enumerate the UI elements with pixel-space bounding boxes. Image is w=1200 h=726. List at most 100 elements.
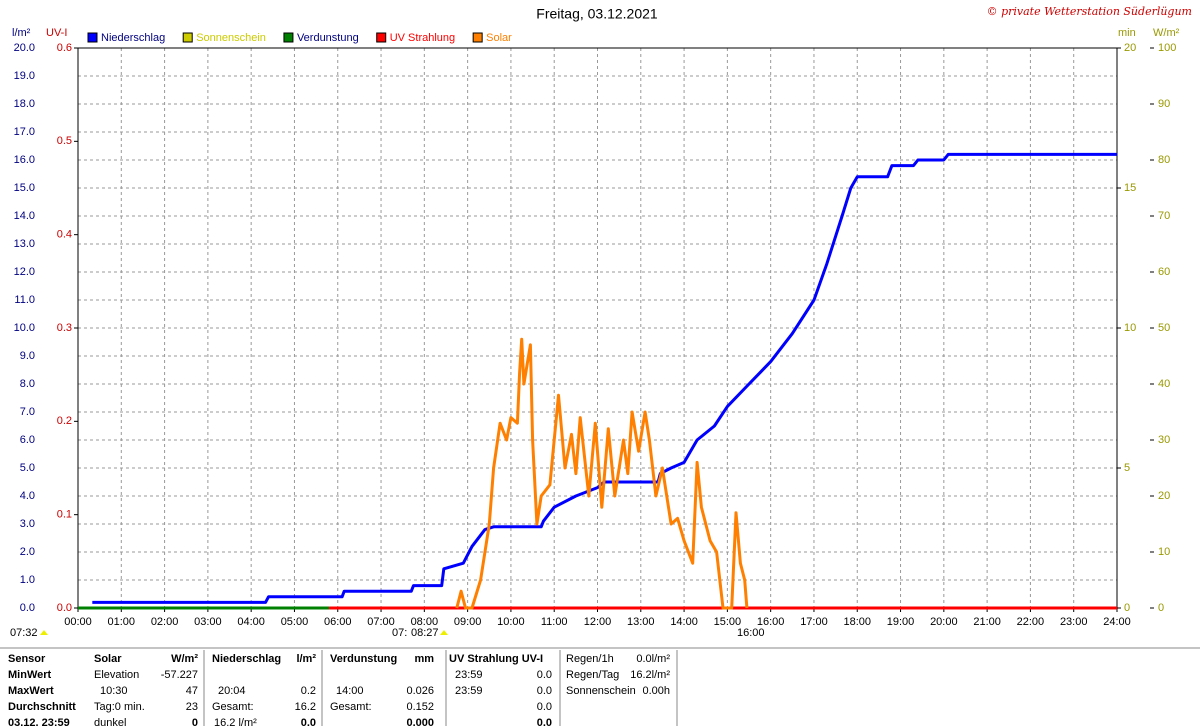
stats-cell: l/m² <box>296 653 316 665</box>
stats-cell: MaxWert <box>8 685 54 697</box>
y-axis-title: l/m² <box>12 27 31 39</box>
legend-label: Sonnenschein <box>196 32 266 44</box>
stats-cell: 10:30 <box>100 685 128 697</box>
marker-label: 07: <box>392 627 407 639</box>
x-tick-label: 15:00 <box>714 616 742 628</box>
uv-tick-label: 0.2 <box>57 415 72 427</box>
legend-label: UV Strahlung <box>390 32 455 44</box>
x-tick-label: 06:00 <box>324 616 352 628</box>
min-tick-label: 15 <box>1124 182 1136 194</box>
y-tick-label: 16.0 <box>14 154 35 166</box>
x-tick-label: 14:00 <box>670 616 698 628</box>
stats-cell: -57.227 <box>161 669 198 681</box>
stats-cell: 14:00 <box>336 685 364 697</box>
stats-cell: W/m² <box>171 653 198 665</box>
uv-axis-title: UV-I <box>46 27 67 39</box>
uv-tick-label: 0.4 <box>57 229 72 241</box>
stats-cell: 16.2l/m² <box>630 669 670 681</box>
stats-cell: Gesamt: <box>330 701 372 713</box>
x-tick-label: 12:00 <box>584 616 612 628</box>
y-tick-label: 8.0 <box>20 378 35 390</box>
stats-cell: 47 <box>186 685 198 697</box>
stats-cell: Regen/1h <box>566 653 614 665</box>
x-tick-label: 01:00 <box>108 616 136 628</box>
stats-cell: Solar <box>94 653 122 665</box>
stats-cell: Gesamt: <box>212 701 254 713</box>
marker-icon <box>440 630 448 635</box>
min-tick-label: 0 <box>1124 602 1130 614</box>
y-tick-label: 1.0 <box>20 574 35 586</box>
stats-separators <box>0 647 1200 726</box>
stats-cell: 16.2 <box>295 701 316 713</box>
stats-cell: 0.0 <box>537 701 552 713</box>
y-tick-label: 19.0 <box>14 70 35 82</box>
y2-axis-title: W/m² <box>1153 27 1180 39</box>
stats-cell: 0.000 <box>406 717 434 726</box>
stats-cell: 23 <box>186 701 198 713</box>
stats-cell: 0.152 <box>406 701 434 713</box>
stats-cell: Verdunstung <box>330 653 397 665</box>
stats-cell: dunkel <box>94 717 126 726</box>
stats-cell: 16.2 l/m² <box>214 717 257 726</box>
stats-cell: 0.026 <box>406 685 434 697</box>
x-tick-label: 10:00 <box>497 616 525 628</box>
x-tick-label: 11:00 <box>541 616 568 628</box>
chart-title: Freitag, 03.12.2021 <box>536 6 658 22</box>
stats-cell: MinWert <box>8 669 52 681</box>
legend-swatch <box>472 32 483 43</box>
y2-tick-label: 80 <box>1158 154 1170 166</box>
marker-label: 16:00 <box>737 627 765 639</box>
x-tick-label: 20:00 <box>930 616 958 628</box>
y2-tick-label: 90 <box>1158 98 1170 110</box>
y2-tick-label: 40 <box>1158 378 1170 390</box>
y2-tick-label: 100 <box>1158 42 1176 54</box>
y2-tick-label: 50 <box>1158 322 1170 334</box>
x-tick-label: 21:00 <box>973 616 1001 628</box>
stats-cell: Niederschlag <box>212 653 281 665</box>
x-tick-label: 17:00 <box>800 616 828 628</box>
markers: 07:32 07: 08:27 16:00 <box>10 627 765 639</box>
y-tick-label: 20.0 <box>14 42 35 54</box>
y-tick-label: 6.0 <box>20 434 35 446</box>
y-tick-label: 14.0 <box>14 210 35 222</box>
legend-label: Verdunstung <box>297 32 359 44</box>
legend-swatch <box>283 32 294 43</box>
stats-cell: Elevation <box>94 669 139 681</box>
x-tick-label: 05:00 <box>281 616 309 628</box>
marker-label: 07:32 <box>10 627 38 639</box>
stats-cell: 0.0 <box>537 685 552 697</box>
y-tick-label: 18.0 <box>14 98 35 110</box>
min-tick-label: 20 <box>1124 42 1136 54</box>
stats-cell: 0.2 <box>301 685 316 697</box>
x-tick-label: 07:00 <box>367 616 395 628</box>
min-tick-label: 10 <box>1124 322 1136 334</box>
min-tick-label: 5 <box>1124 462 1130 474</box>
stats-cell: Durchschnitt <box>8 701 76 713</box>
stats-cell: Tag:0 min. <box>94 701 145 713</box>
stats-cell: 0.0 <box>537 669 552 681</box>
y2-tick-label: 0 <box>1158 602 1164 614</box>
marker-icon <box>40 630 48 635</box>
stats-cell: 0.0 <box>537 717 552 726</box>
stats-cell: UV Strahlung UV-I <box>449 653 543 665</box>
y-tick-label: 13.0 <box>14 238 35 250</box>
stats-cell: mm <box>414 653 434 665</box>
x-tick-label: 24:00 <box>1103 616 1131 628</box>
x-tick-label: 04:00 <box>237 616 265 628</box>
min-axis-title: min <box>1118 27 1136 39</box>
y2-tick-label: 30 <box>1158 434 1170 446</box>
y2-tick-label: 60 <box>1158 266 1170 278</box>
uv-tick-label: 0.3 <box>57 322 72 334</box>
stats-cell: 0.0 <box>301 717 316 726</box>
y-tick-label: 7.0 <box>20 406 35 418</box>
legend-label: Solar <box>486 32 512 44</box>
stats-cell: Regen/Tag <box>566 669 619 681</box>
x-tick-label: 13:00 <box>627 616 655 628</box>
legend-swatch <box>182 32 193 43</box>
y-tick-label: 15.0 <box>14 182 35 194</box>
y-tick-label: 3.0 <box>20 518 35 530</box>
x-tick-label: 03:00 <box>194 616 222 628</box>
y-tick-label: 10.0 <box>14 322 35 334</box>
legend-label: Niederschlag <box>101 32 165 44</box>
